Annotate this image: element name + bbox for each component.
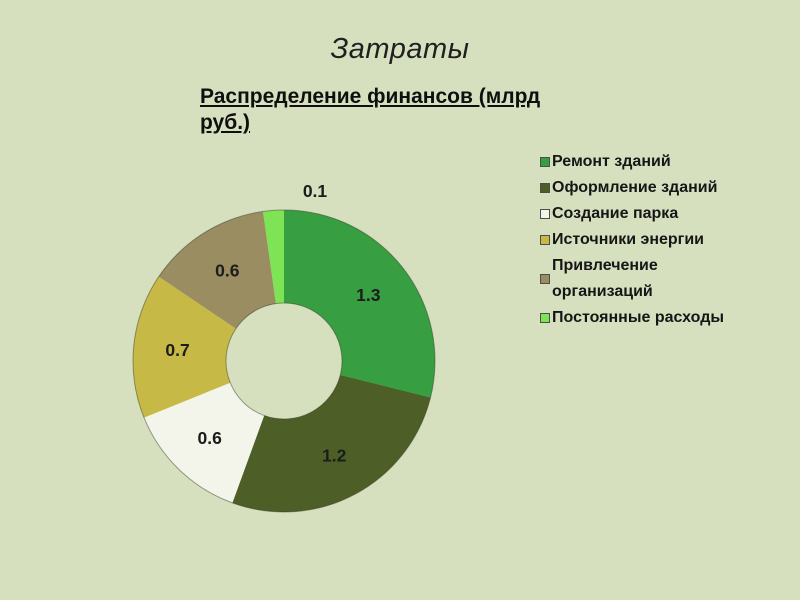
legend-marker-icon (540, 274, 550, 284)
data-label-3: 0.7 (165, 340, 189, 360)
inner-ring-outline (225, 302, 343, 420)
legend-item-0: Ремонт зданий (540, 149, 734, 175)
legend-item-3: Источники энергии (540, 227, 734, 253)
chart-title-line-2: руб.) (200, 111, 251, 135)
data-label-2: 0.6 (198, 428, 223, 448)
legend-label: Ремонт зданий (552, 153, 671, 170)
legend-marker-icon (540, 313, 550, 323)
legend-label: Постоянные расходы (552, 309, 725, 326)
pie-slice-3 (132, 276, 236, 418)
outer-ring-outline (132, 209, 436, 513)
legend-label: Создание парка (552, 205, 679, 222)
pie-slice-4 (158, 211, 276, 329)
legend-item-5: Постоянные расходы (540, 305, 734, 331)
legend-marker-icon (540, 235, 550, 245)
pie-slice-0 (284, 210, 435, 398)
legend-label: Привлечение организаций (552, 257, 658, 300)
legend-item-4: Привлечение организаций (540, 253, 734, 305)
slide-title: Затраты (330, 33, 470, 65)
chart-legend: Ремонт зданий Оформление зданий Создание п… (540, 149, 734, 331)
legend-marker-icon (540, 183, 550, 193)
chart-title-line-1: Распределение финансов (млрд (200, 85, 541, 108)
pie-slice-1 (232, 375, 431, 512)
legend-label: Источники энергии (552, 231, 704, 248)
legend-item-2: Создание парка (540, 201, 734, 227)
legend-label: Оформление зданий (552, 179, 718, 196)
chart-title: Распределение финансов (млрд руб.) (200, 84, 560, 136)
legend-item-1: Оформление зданий (540, 175, 734, 201)
legend-marker-icon (540, 209, 550, 219)
pie-slice-5 (263, 210, 284, 304)
data-label-4: 0.6 (215, 260, 240, 280)
data-label-1: 1.2 (322, 446, 347, 466)
data-label-0: 1.3 (356, 285, 381, 305)
pie-slice-2 (144, 382, 265, 503)
data-label-5: 0.1 (303, 181, 328, 201)
legend-marker-icon (540, 157, 550, 167)
